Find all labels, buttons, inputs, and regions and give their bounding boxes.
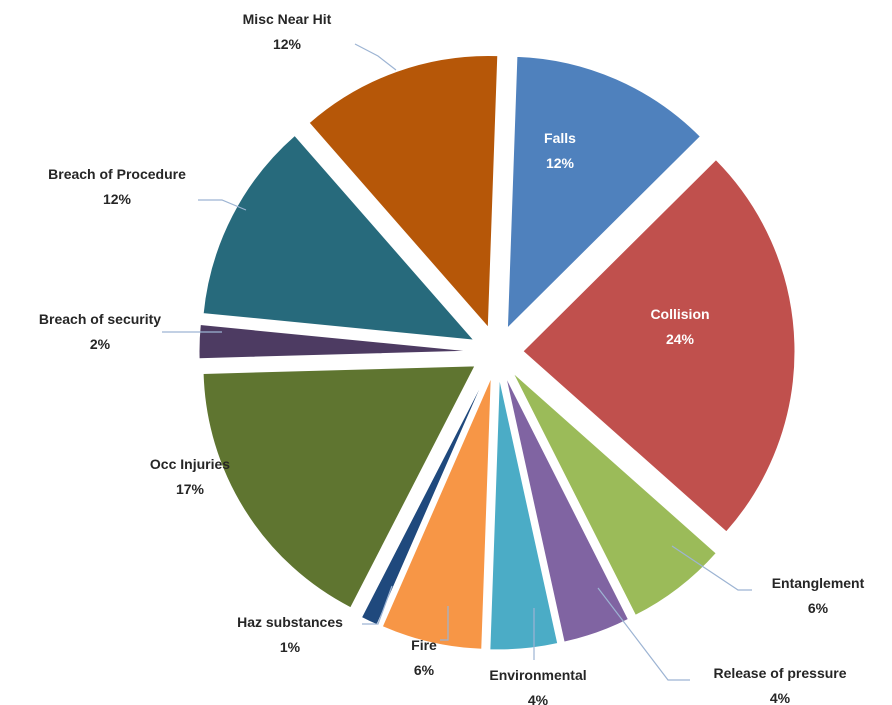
slice-collision — [522, 158, 796, 533]
slice-release-of-pressure — [505, 376, 630, 643]
label-name-entanglement: Entanglement — [772, 575, 865, 591]
leader-release-of-pressure — [597, 587, 690, 681]
leader-fire — [440, 606, 449, 641]
label-name-environmental: Environmental — [489, 667, 586, 683]
label-pct-collision: 24% — [666, 331, 695, 347]
leader-haz-substances — [362, 585, 393, 625]
label-pct-fire: 6% — [414, 662, 435, 678]
label-name-collision: Collision — [650, 306, 709, 322]
label-pct-release-of-pressure: 4% — [770, 690, 791, 705]
leader-lines — [162, 43, 752, 681]
slice-fire — [381, 377, 492, 650]
pie-slices — [198, 55, 796, 651]
leader-breach-of-procedure — [198, 199, 247, 211]
label-name-breach-of-procedure: Breach of Procedure — [48, 166, 186, 182]
slice-entanglement — [512, 372, 717, 617]
label-pct-breach-of-procedure: 12% — [103, 191, 132, 207]
label-pct-entanglement: 6% — [808, 600, 829, 616]
label-name-fire: Fire — [411, 637, 437, 653]
label-name-breach-of-security: Breach of security — [39, 311, 161, 327]
label-name-occ-injuries: Occ Injuries — [150, 456, 230, 472]
leader-misc-near-hit — [354, 43, 397, 71]
label-pct-misc-near-hit: 12% — [273, 36, 302, 52]
slice-misc-near-hit — [308, 55, 499, 329]
label-pct-occ-injuries: 17% — [176, 481, 205, 497]
label-name-haz-substances: Haz substances — [237, 614, 343, 630]
slice-falls — [506, 55, 702, 330]
slice-breach-of-procedure — [202, 134, 476, 341]
slice-haz-substances — [360, 375, 487, 626]
label-pct-haz-substances: 1% — [280, 639, 301, 655]
slice-breach-of-security — [198, 324, 472, 360]
leader-entanglement — [671, 545, 752, 591]
slice-environmental — [489, 377, 559, 651]
label-name-misc-near-hit: Misc Near Hit — [243, 11, 332, 27]
label-name-falls: Falls — [544, 130, 576, 146]
label-pct-falls: 12% — [546, 155, 575, 171]
label-pct-environmental: 4% — [528, 692, 549, 705]
label-name-release-of-pressure: Release of pressure — [713, 665, 846, 681]
slice-labels: Falls 12% Collision 24% Entanglement 6% Releas… — [39, 11, 865, 705]
label-pct-breach-of-security: 2% — [90, 336, 111, 352]
slice-occ-injuries — [202, 365, 476, 609]
